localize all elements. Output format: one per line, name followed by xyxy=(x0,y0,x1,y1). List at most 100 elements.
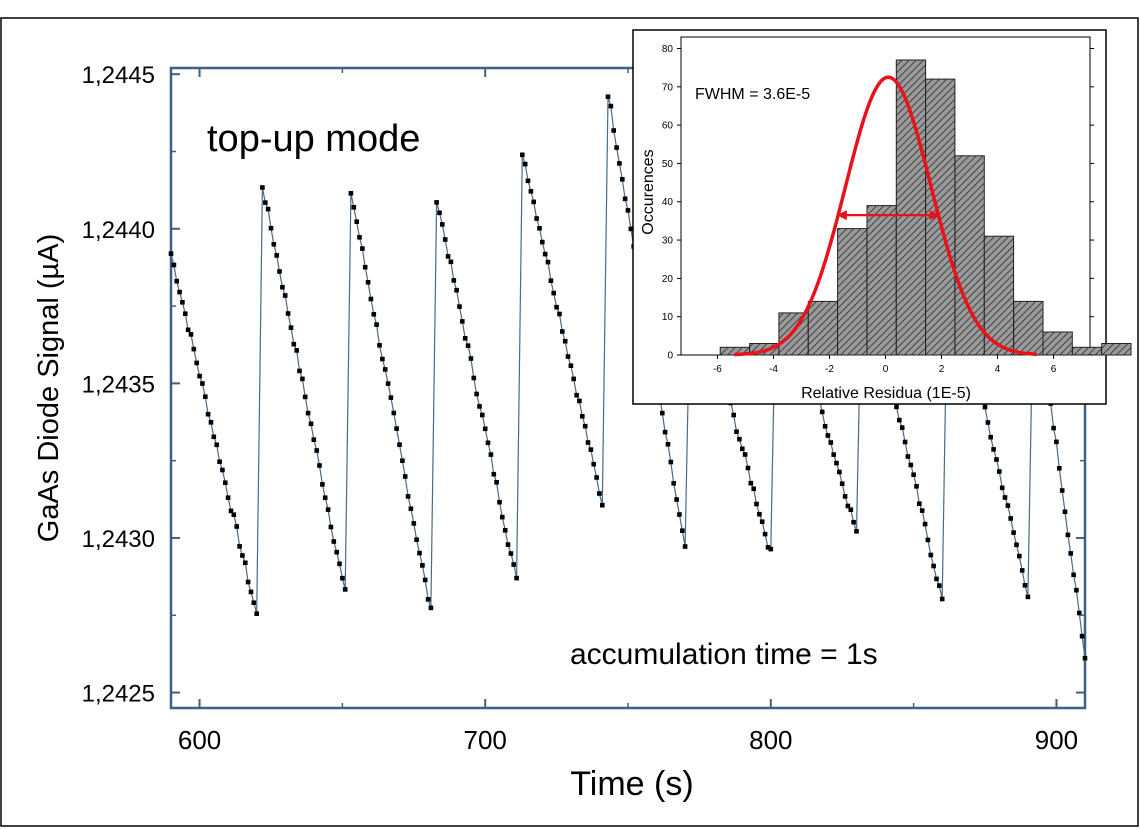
main-data-point xyxy=(331,539,337,544)
main-data-point xyxy=(591,461,596,467)
inset-x-axis-label: Relative Residua (1E-5) xyxy=(801,385,971,402)
main-data-point xyxy=(759,519,765,524)
main-data-point xyxy=(254,611,259,616)
main-data-point xyxy=(1079,633,1085,639)
main-data-point xyxy=(665,442,671,447)
main-data-point xyxy=(620,177,625,182)
main-data-point xyxy=(825,433,831,438)
main-y-tick-label: 1,2430 xyxy=(82,526,155,553)
main-data-point xyxy=(982,404,988,410)
main-data-point xyxy=(911,472,916,477)
main-data-point xyxy=(451,278,457,283)
main-data-point xyxy=(628,226,634,232)
main-data-point xyxy=(842,494,848,499)
main-data-point xyxy=(988,434,993,440)
main-data-point xyxy=(382,367,388,372)
main-data-point xyxy=(445,254,451,259)
main-data-point xyxy=(611,128,616,133)
inset-y-tick-label: 0 xyxy=(667,351,673,362)
main-data-point xyxy=(274,253,279,258)
main-data-point xyxy=(234,524,239,529)
main-data-point xyxy=(1068,551,1073,556)
inset-x-tick-label: -6 xyxy=(713,364,722,375)
main-data-point xyxy=(768,546,774,552)
main-data-point xyxy=(494,480,499,485)
main-data-point xyxy=(548,278,554,283)
inset-y-tick-label: 50 xyxy=(662,159,674,170)
main-data-point xyxy=(848,507,854,512)
main-y-axis-label: GaAs Diode Signal (µA) xyxy=(33,234,65,542)
main-data-point xyxy=(377,343,382,348)
main-data-point xyxy=(371,312,377,317)
main-data-point xyxy=(928,552,934,558)
main-data-point xyxy=(1022,583,1028,588)
inset-x-tick-label: -2 xyxy=(825,364,834,375)
main-data-point xyxy=(1054,439,1059,445)
main-data-point xyxy=(505,542,511,547)
main-data-point xyxy=(1077,610,1082,616)
main-data-point xyxy=(357,235,362,240)
main-data-point xyxy=(468,356,474,361)
fwhm-annotation: FWHM = 3.6E-5 xyxy=(695,86,810,103)
main-data-point xyxy=(534,216,539,221)
main-data-point xyxy=(428,605,434,611)
main-data-point xyxy=(588,447,594,452)
main-data-point xyxy=(391,410,397,416)
main-data-point xyxy=(748,480,754,486)
main-data-point xyxy=(368,296,374,302)
main-data-point xyxy=(308,421,314,427)
main-data-point xyxy=(365,280,371,285)
inset-x-tick-label: 0 xyxy=(883,364,889,375)
histogram-bar xyxy=(837,228,868,356)
main-data-point xyxy=(200,381,205,386)
main-data-point xyxy=(231,512,237,517)
main-data-point xyxy=(554,304,559,310)
main-data-point xyxy=(280,284,285,290)
main-data-point xyxy=(545,259,551,265)
main-data-point xyxy=(225,495,231,500)
main-data-point xyxy=(322,495,328,500)
main-data-point xyxy=(740,446,745,452)
main-data-point xyxy=(754,501,759,507)
main-data-point xyxy=(931,563,936,569)
main-data-point xyxy=(522,161,528,167)
main-data-point xyxy=(594,475,599,480)
main-data-point xyxy=(605,94,611,99)
main-data-point xyxy=(457,304,462,309)
main-data-point xyxy=(668,459,674,465)
main-data-point xyxy=(997,469,1002,474)
main-data-point xyxy=(223,480,228,485)
main-data-point xyxy=(925,537,931,543)
main-data-point xyxy=(508,551,514,556)
main-data-point xyxy=(537,226,542,231)
inset-y-tick-label: 80 xyxy=(662,44,674,55)
main-data-point xyxy=(385,381,391,386)
main-data-point xyxy=(440,222,445,227)
main-data-point xyxy=(614,145,619,150)
inset-histogram: -6 -4 -2 0 2 4 6 0 10 20 30 40 50 60 70 80 FWHM = 3.6E… xyxy=(632,29,1132,405)
main-data-point xyxy=(520,152,525,158)
main-data-point xyxy=(465,343,471,348)
main-data-point xyxy=(420,563,425,568)
main-data-point xyxy=(268,225,274,231)
main-data-point xyxy=(922,521,928,527)
main-data-point xyxy=(434,200,439,205)
main-data-point xyxy=(437,210,442,216)
main-data-point xyxy=(265,206,271,212)
inset-x-tick-label: 2 xyxy=(939,364,945,375)
annotation-accumulation-time: accumulation time = 1s xyxy=(570,638,878,671)
main-data-point xyxy=(660,410,665,416)
main-data-point xyxy=(934,576,939,582)
main-data-point xyxy=(448,259,454,265)
main-data-point xyxy=(908,462,914,468)
main-data-point xyxy=(271,242,277,247)
histogram-bar xyxy=(1042,331,1073,356)
main-data-point xyxy=(560,329,565,334)
inset-y-tick-label: 20 xyxy=(662,274,674,285)
main-data-point xyxy=(731,412,736,418)
main-data-point xyxy=(854,529,859,534)
main-data-point xyxy=(571,376,576,382)
main-data-point xyxy=(500,514,505,520)
main-data-point xyxy=(411,521,417,526)
histogram-bar xyxy=(807,300,839,356)
